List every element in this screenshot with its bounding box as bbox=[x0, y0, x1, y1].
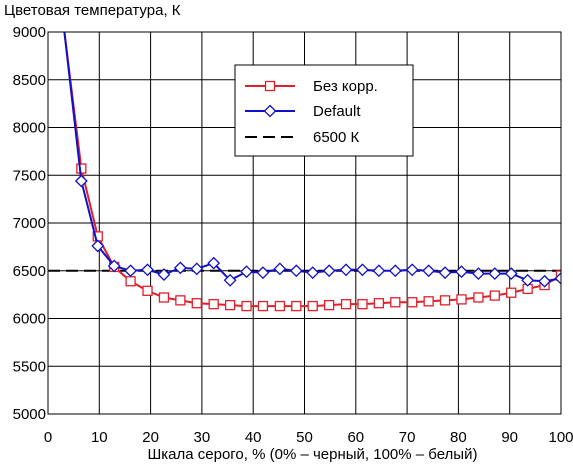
data-point-bez-korr bbox=[439, 295, 451, 306]
data-point-default bbox=[74, 174, 88, 188]
plot-border bbox=[47, 31, 562, 415]
data-point-bez-korr bbox=[423, 296, 434, 307]
data-point-default bbox=[322, 264, 336, 278]
data-point-default bbox=[157, 268, 171, 281]
data-point-default bbox=[91, 239, 105, 253]
data-point-default bbox=[372, 264, 386, 278]
legend: Без корр. Default 6500 К bbox=[234, 64, 414, 157]
data-point-default bbox=[240, 265, 253, 279]
data-point-default bbox=[521, 273, 535, 287]
data-point-default bbox=[141, 263, 154, 277]
y-tick-label: 6000 bbox=[13, 311, 46, 328]
data-point-default bbox=[504, 267, 518, 281]
data-point-default bbox=[207, 256, 221, 270]
data-point-bez-korr bbox=[274, 300, 286, 312]
data-point-default bbox=[339, 263, 353, 277]
data-point-default bbox=[388, 264, 402, 278]
data-point-bez-korr bbox=[208, 299, 219, 310]
data-point-bez-korr bbox=[340, 299, 352, 310]
data-point-default bbox=[173, 261, 187, 275]
data-point-bez-korr bbox=[506, 287, 517, 298]
data-point-bez-korr bbox=[373, 298, 385, 309]
data-point-bez-korr bbox=[390, 297, 401, 308]
data-point-bez-korr bbox=[323, 299, 335, 311]
data-point-default bbox=[289, 264, 303, 278]
x-tick-label: 80 bbox=[450, 429, 467, 446]
x-tick-label: 0 bbox=[44, 429, 52, 446]
y-tick-label: 8500 bbox=[13, 72, 46, 89]
data-point-bez-korr bbox=[191, 298, 202, 309]
legend-marker-default bbox=[263, 104, 277, 118]
data-point-default bbox=[488, 267, 502, 281]
data-point-default bbox=[190, 262, 204, 276]
data-point-bez-korr bbox=[142, 285, 153, 296]
data-point-default bbox=[107, 259, 121, 273]
data-point-bez-korr bbox=[125, 276, 136, 287]
legend-marker-bez-korr bbox=[264, 80, 276, 92]
x-tick-label: 50 bbox=[296, 429, 313, 446]
data-point-bez-korr bbox=[456, 294, 467, 305]
data-point-bez-korr bbox=[158, 292, 170, 303]
data-point-default bbox=[455, 265, 468, 279]
data-point-bez-korr bbox=[76, 163, 87, 174]
x-tick-label: 90 bbox=[501, 429, 518, 446]
y-tick-label: 6500 bbox=[13, 263, 46, 280]
data-point-default bbox=[471, 267, 485, 281]
y-tick-label: 7000 bbox=[13, 215, 46, 232]
data-point-default bbox=[405, 263, 419, 277]
plot-area bbox=[48, 32, 561, 312]
y-tick-label: 5500 bbox=[13, 358, 46, 375]
x-tick-label: 20 bbox=[142, 429, 159, 446]
data-point-bez-korr bbox=[489, 290, 500, 301]
data-point-default bbox=[124, 264, 138, 278]
data-point-default bbox=[422, 264, 436, 278]
data-point-default bbox=[256, 266, 270, 280]
x-tick-label: 100 bbox=[548, 429, 573, 446]
data-point-bez-korr bbox=[175, 295, 186, 306]
chart-title: Цветовая температура, К bbox=[4, 2, 181, 19]
y-tick-label: 5000 bbox=[13, 406, 46, 423]
x-tick-label: 60 bbox=[347, 429, 364, 446]
data-point-bez-korr bbox=[307, 300, 318, 312]
data-point-default bbox=[223, 273, 237, 287]
x-tick-label: 10 bbox=[91, 429, 108, 446]
data-point-bez-korr bbox=[241, 300, 252, 312]
x-tick-label: 40 bbox=[245, 429, 262, 446]
data-point-bez-korr bbox=[357, 299, 368, 310]
x-tick-label: 30 bbox=[194, 429, 211, 446]
x-axis-label: Шкала серого, % (0% – черный, 100% – бел… bbox=[148, 446, 478, 463]
legend-label: 6500 К bbox=[313, 129, 360, 146]
data-point-bez-korr bbox=[473, 292, 484, 303]
data-point-bez-korr bbox=[224, 299, 236, 311]
y-tick-label: 9000 bbox=[13, 24, 46, 41]
data-point-bez-korr bbox=[291, 300, 302, 312]
data-point-bez-korr bbox=[407, 297, 418, 308]
y-tick-label: 7500 bbox=[13, 167, 46, 184]
legend-label: Default bbox=[313, 103, 361, 120]
x-tick-label: 70 bbox=[399, 429, 416, 446]
data-point-default bbox=[306, 266, 320, 280]
data-point-default bbox=[273, 262, 287, 276]
data-point-default bbox=[538, 274, 552, 288]
data-point-default bbox=[554, 271, 561, 285]
data-point-bez-korr bbox=[257, 300, 269, 312]
legend-label: Без корр. bbox=[313, 78, 378, 95]
data-point-default bbox=[438, 266, 452, 280]
data-point-default bbox=[356, 263, 369, 277]
y-tick-label: 8000 bbox=[13, 120, 46, 137]
